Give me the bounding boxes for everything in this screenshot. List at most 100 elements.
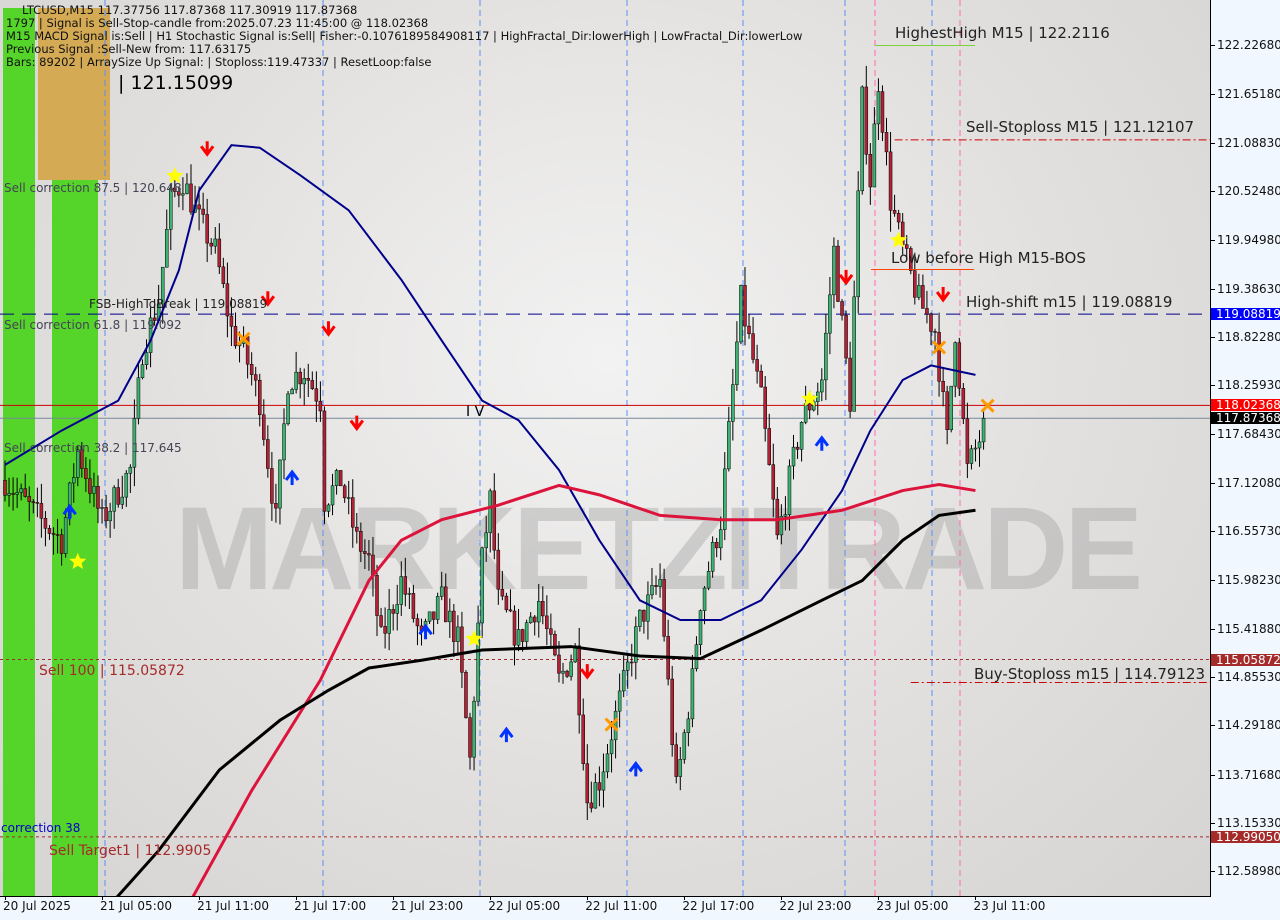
candle-bull	[852, 296, 856, 412]
buy-arrow-icon	[418, 623, 433, 640]
candle-bear	[104, 507, 108, 522]
candle-bull	[723, 468, 727, 530]
candle-bear	[298, 371, 302, 385]
star-icon	[465, 629, 483, 647]
overlay-price: | 121.15099	[118, 72, 234, 94]
candle-bear	[217, 238, 222, 268]
candle-bear	[500, 589, 505, 597]
candle-bull	[456, 626, 460, 642]
candle-bear	[929, 313, 933, 332]
y-tick-label: 121.08830	[1217, 135, 1280, 150]
y-tick-label: 112.58980	[1217, 864, 1280, 879]
candle-bear	[925, 308, 929, 315]
price-chart[interactable]: MARKETZITRADE LTCUSD,M15 117.37756 117.8…	[0, 0, 1211, 897]
y-tick-mark	[1211, 45, 1215, 47]
candle-bull	[278, 459, 282, 509]
candle-bull	[528, 616, 533, 623]
candle-bull	[727, 421, 731, 470]
candle-bear	[557, 654, 561, 674]
candle-bear	[913, 270, 917, 298]
candle-bear	[383, 626, 387, 634]
candle-bear	[654, 585, 658, 587]
candle-bull	[605, 753, 610, 773]
watermark: MARKETZITRADE	[175, 483, 1143, 615]
price-tag: 118.02368	[1211, 399, 1280, 412]
zone-tan	[38, 8, 110, 180]
star-icon	[166, 167, 184, 184]
candle-bear	[262, 414, 266, 440]
candle-bear	[338, 470, 343, 487]
candle-bear	[775, 498, 780, 536]
candle-bear	[43, 517, 48, 529]
candle-bear	[565, 670, 569, 677]
candle-bear	[270, 468, 274, 504]
candle-bear	[355, 526, 359, 532]
candle-bull	[63, 517, 68, 554]
low-before-high-line	[871, 269, 974, 270]
x-tick-label: 21 Jul 17:00	[294, 899, 367, 913]
candle-bull	[569, 661, 573, 677]
x-tick-mark	[975, 896, 977, 900]
candle-bull	[917, 285, 921, 298]
label-iv: I V	[466, 404, 485, 420]
candle-bull	[484, 532, 488, 549]
sell-arrow-icon	[321, 321, 336, 337]
candle-bear	[807, 403, 812, 411]
candle-bear	[864, 86, 869, 155]
y-tick-label: 113.71680	[1217, 767, 1280, 782]
x-tick-mark	[781, 896, 783, 900]
x-tick-label: 21 Jul 23:00	[391, 899, 464, 913]
candle-bear	[747, 325, 751, 334]
candle-bull	[76, 449, 80, 478]
candle-bull	[791, 446, 796, 467]
candle-bear	[585, 763, 590, 804]
candle-bear	[662, 579, 666, 637]
candle-bull	[181, 193, 185, 196]
candle-bear	[351, 497, 355, 528]
candle-bear	[508, 609, 513, 612]
candle-bear	[431, 611, 436, 620]
y-tick-label: 121.65180	[1217, 87, 1280, 102]
y-tick-mark	[1211, 288, 1215, 290]
candle-bear	[11, 493, 15, 495]
x-tick-label: 21 Jul 11:00	[197, 899, 270, 913]
candle-bear	[957, 342, 962, 389]
candle-bull	[678, 759, 683, 777]
candle-bear	[375, 575, 379, 616]
candle-bull	[949, 385, 953, 431]
candle-bull	[779, 516, 784, 536]
candle-bull	[856, 190, 860, 298]
candle-bear	[314, 388, 319, 402]
sell-arrow-icon	[199, 141, 215, 157]
candle-bear	[444, 586, 448, 623]
candle-bear	[209, 242, 213, 247]
price-tag: 112.99050	[1211, 830, 1280, 843]
candle-bear	[945, 391, 949, 431]
candle-bull	[650, 585, 654, 596]
candle-bear	[253, 374, 258, 381]
x-tick-mark	[587, 896, 589, 900]
candle-bear	[892, 210, 897, 214]
x-tick-mark	[393, 896, 395, 900]
y-tick-label: 115.41880	[1217, 621, 1280, 636]
candle-bear	[767, 428, 771, 465]
candle-bull	[476, 622, 480, 702]
cross-icon	[932, 340, 947, 355]
y-tick-label: 119.94980	[1217, 233, 1280, 248]
candle-bull	[100, 507, 104, 509]
candle-bear	[836, 245, 840, 302]
candle-bear	[379, 615, 383, 627]
candle-bear	[512, 610, 517, 646]
candle-bear	[795, 446, 800, 450]
candle-bear	[468, 717, 472, 758]
candle-bear	[577, 645, 581, 716]
sell-arrow-icon	[349, 415, 364, 432]
candle-bear	[55, 534, 60, 536]
y-tick-label: 122.22680	[1217, 38, 1280, 53]
candle-bull	[621, 670, 626, 692]
x-tick-mark	[878, 896, 880, 900]
candle-bear	[763, 386, 767, 429]
candle-bull	[706, 571, 711, 589]
y-tick-mark	[1211, 725, 1215, 727]
price-tag: 119.08819	[1211, 308, 1280, 321]
